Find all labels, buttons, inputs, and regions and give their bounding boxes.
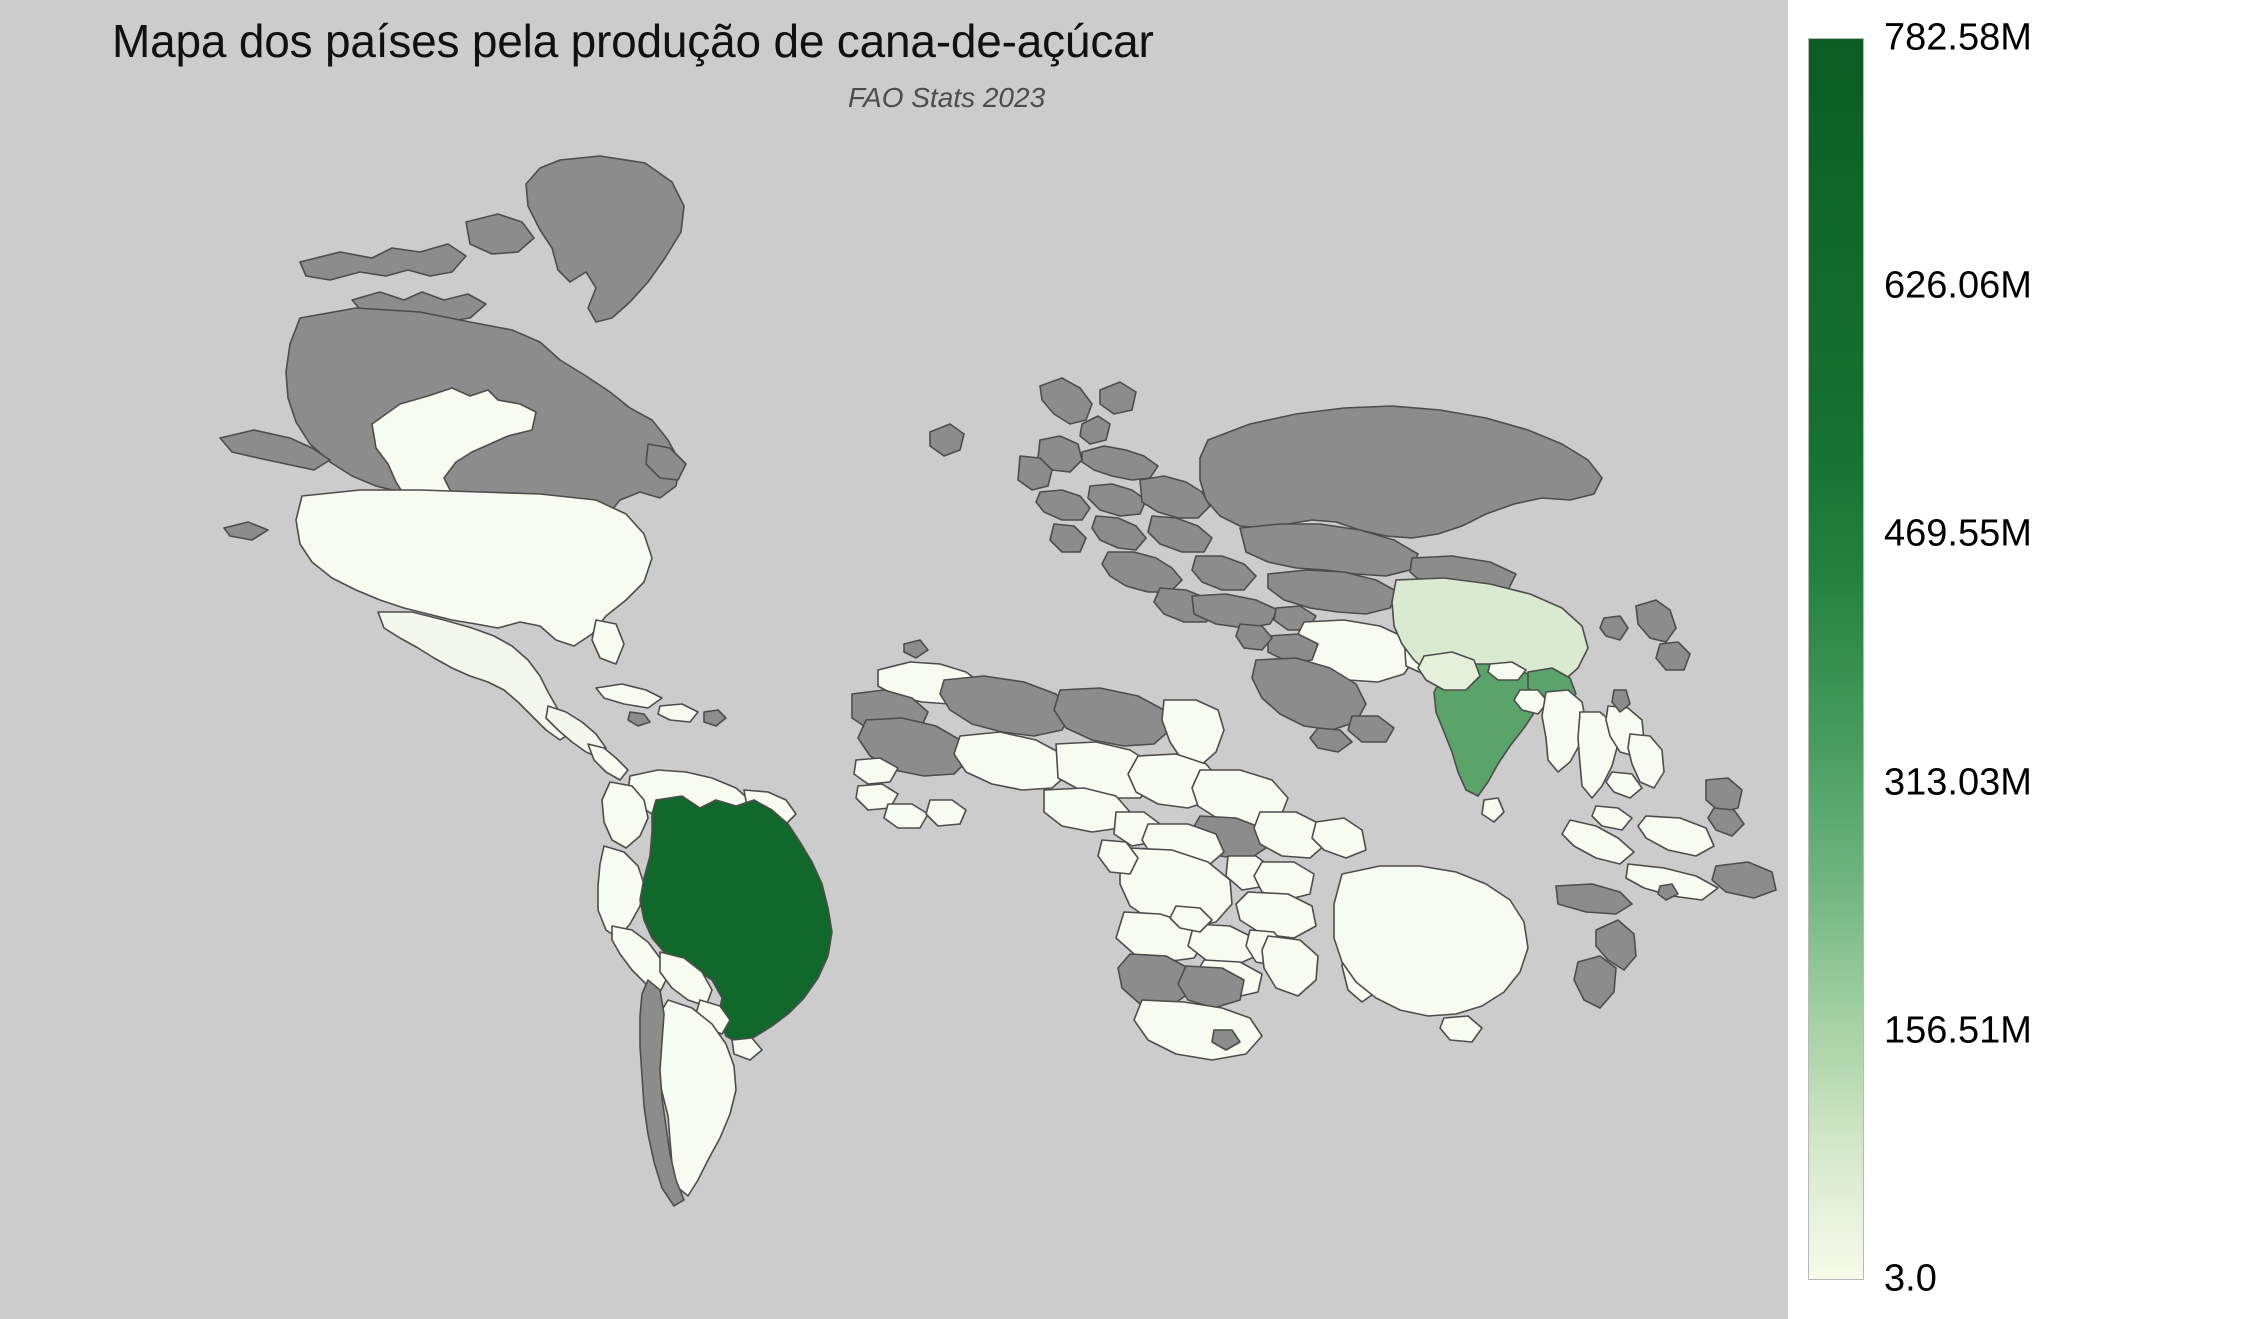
region-sri-lanka [1481,797,1505,823]
region-kenya [1253,861,1315,901]
map-subtitle: FAO Stats 2023 [848,82,1046,113]
region-iceland [903,639,929,659]
region-new-zealand-north [1595,919,1637,971]
region-ghana [925,799,967,827]
region-syria [1235,623,1273,651]
region-pakistan [1417,651,1481,691]
region-philippines [1705,777,1743,813]
region-chile [639,979,685,1207]
colorbar-panel: 782.58M 626.06M 469.55M 313.03M 156.51M … [1788,0,2268,1319]
region-bangladesh [1513,689,1549,715]
region-nepal [1487,661,1527,681]
region-sumatra [1561,819,1635,865]
region-oman [1347,715,1395,743]
region-australia [1333,865,1529,1017]
region-java [1625,863,1719,901]
region-cambodia [1605,771,1643,799]
colorbar-gradient [1808,38,1864,1280]
region-mali [953,731,1069,791]
region-mozambique [1261,935,1319,997]
region-tasmania [1439,1015,1483,1043]
colorbar-tick-0: 782.58M [1884,16,2032,59]
region-saudi-arabia [1251,657,1367,731]
region-sulawesi [1657,883,1679,901]
region-turkey [1191,593,1279,629]
region-congo [1169,905,1213,933]
region-taiwan [1611,689,1631,713]
region-aleutians-west [223,521,269,541]
region-puerto-rico [703,709,727,727]
region-borneo [1637,815,1715,857]
region-malaysia [1591,805,1633,831]
region-europe [929,377,1257,623]
region-japan-south [1655,641,1691,671]
region-russia-south [1239,523,1419,577]
world-map-svg: .nd { fill:#8c8c8c; stroke:#4d4d4d; stro… [219,155,1777,1207]
region-vietnam [1627,733,1665,789]
region-ivory-coast [883,803,929,829]
region-korea [1599,615,1629,641]
region-kazakhstan [1267,569,1399,615]
region-libya [1053,687,1171,747]
region-aleutians [219,429,331,471]
colorbar-tick-3: 313.03M [1884,761,2032,804]
region-iraq [1267,633,1319,663]
region-senegal [853,757,899,785]
region-cuba [595,683,663,709]
colorbar-tick-5: 3.0 [1884,1257,1937,1300]
colorbar-tick-4: 156.51M [1884,1009,2032,1052]
colorbar-tick-1: 626.06M [1884,264,2032,307]
region-papua-new-guinea [1711,861,1777,899]
region-tanzania [1235,891,1317,939]
region-panama [587,743,629,781]
region-new-zealand-south [1573,955,1617,1009]
region-usa [295,489,653,665]
region-uruguay [731,1037,763,1061]
region-myanmar [1541,689,1587,773]
region-south-africa [1133,999,1263,1061]
region-ecuador-peru-north [597,845,645,939]
region-russia [1199,405,1603,539]
region-greenland [525,155,685,323]
region-yemen [1309,727,1353,753]
region-zambia [1187,923,1257,967]
region-lesotho [1211,1029,1241,1051]
region-philippines-south [1707,807,1745,837]
region-algeria [939,675,1073,737]
colorbar-tick-2: 469.55M [1884,512,2032,555]
region-botswana [1177,965,1245,1009]
map-panel: Mapa dos países pela produção de cana-de… [0,0,1788,1319]
region-ethiopia [1253,811,1327,859]
region-egypt [1161,699,1225,767]
region-mexico [377,611,573,741]
region-hispaniola [657,703,699,723]
page-title: Mapa dos países pela produção de cana-de… [112,15,1154,67]
region-jamaica [627,711,651,727]
region-japan [1635,599,1677,643]
region-gabon [1097,839,1139,875]
region-timor [1555,883,1633,915]
region-brazil [639,795,833,1045]
region-somalia [1311,817,1367,859]
